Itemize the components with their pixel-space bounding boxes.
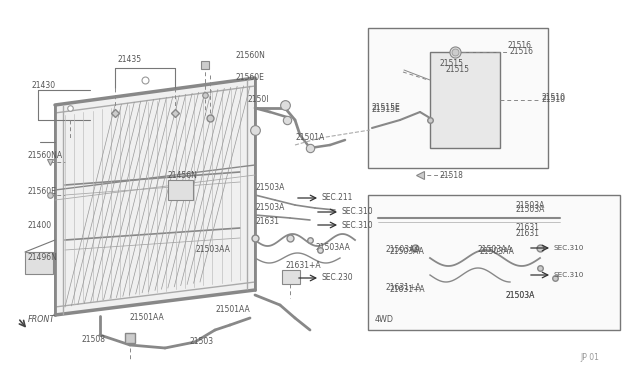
Text: JP 01: JP 01: [580, 353, 599, 362]
Text: 21631+A: 21631+A: [285, 260, 321, 269]
Text: 21503AA: 21503AA: [480, 247, 515, 257]
Text: 21560E: 21560E: [28, 187, 57, 196]
Text: 21456N: 21456N: [168, 170, 198, 180]
Text: 21631+A: 21631+A: [390, 285, 426, 295]
Text: 21515: 21515: [445, 65, 469, 74]
Text: 21503A: 21503A: [505, 291, 534, 299]
Text: 21508: 21508: [82, 336, 106, 344]
Text: 2150I: 2150I: [247, 96, 269, 105]
Text: 21515E: 21515E: [372, 106, 401, 115]
Text: 21518: 21518: [440, 170, 464, 180]
Text: FRONT: FRONT: [28, 315, 55, 324]
Text: 21560N: 21560N: [235, 51, 265, 60]
Text: 21496N: 21496N: [28, 253, 58, 263]
Text: 21501AA: 21501AA: [215, 305, 250, 314]
Text: SEC.230: SEC.230: [322, 273, 354, 282]
Text: 21501A: 21501A: [295, 134, 324, 142]
Text: SEC.310: SEC.310: [342, 221, 374, 230]
Text: 21430: 21430: [32, 80, 56, 90]
Text: 21503AA: 21503AA: [478, 246, 513, 254]
Text: 21503: 21503: [190, 337, 214, 346]
Text: 21515E: 21515E: [372, 103, 401, 112]
Text: SEC.310: SEC.310: [342, 208, 374, 217]
Text: 21631: 21631: [255, 218, 279, 227]
Text: 21503A: 21503A: [515, 205, 545, 215]
Text: 21560NA: 21560NA: [28, 151, 63, 160]
Bar: [168, 180, 193, 200]
Text: 21510: 21510: [542, 93, 566, 103]
Text: 21503A: 21503A: [516, 202, 545, 211]
Bar: [430, 52, 500, 148]
Text: 21631: 21631: [516, 224, 540, 232]
Text: 21503A: 21503A: [255, 203, 284, 212]
Text: 21510: 21510: [542, 96, 566, 105]
Text: 21560E: 21560E: [235, 74, 264, 83]
Bar: [368, 195, 620, 330]
Text: 4WD: 4WD: [375, 315, 394, 324]
Text: 21503AA: 21503AA: [390, 247, 425, 257]
Polygon shape: [55, 78, 255, 315]
Text: 21503AA: 21503AA: [195, 246, 230, 254]
Text: 21515: 21515: [440, 58, 464, 67]
Text: 21400: 21400: [28, 221, 52, 230]
Text: SEC.310: SEC.310: [554, 245, 584, 251]
Text: 21516: 21516: [510, 48, 534, 57]
Text: 21631: 21631: [515, 228, 539, 237]
Text: 21503AA: 21503AA: [315, 244, 350, 253]
Bar: [25, 252, 53, 274]
Text: 21503A: 21503A: [505, 291, 534, 299]
Text: 21631+A: 21631+A: [385, 283, 420, 292]
Text: 21501AA: 21501AA: [130, 314, 164, 323]
Text: 21503AA: 21503AA: [385, 246, 420, 254]
Bar: [368, 28, 548, 168]
Text: 21435: 21435: [118, 55, 142, 64]
Text: SEC.310: SEC.310: [554, 272, 584, 278]
Bar: [282, 270, 300, 284]
Text: SEC.211: SEC.211: [322, 193, 353, 202]
Text: 21503A: 21503A: [255, 183, 284, 192]
Text: 21516: 21516: [508, 42, 532, 51]
